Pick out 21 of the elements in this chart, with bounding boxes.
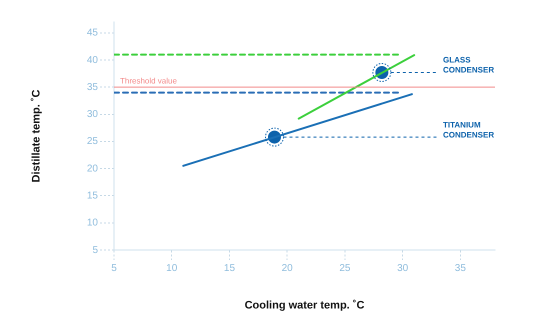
x-tick-label: 5 <box>111 262 118 274</box>
y-tick-label: 10 <box>86 218 98 229</box>
y-tick-label: 5 <box>92 244 98 256</box>
x-tick-label: 25 <box>339 262 351 274</box>
x-tick-label: 30 <box>397 262 409 274</box>
y-tick-label: 35 <box>86 82 98 93</box>
x-tick-label: 15 <box>224 262 236 274</box>
y-tick-label: 30 <box>86 109 98 120</box>
x-tick-label: 10 <box>166 262 178 274</box>
x-tick-label: 35 <box>454 262 466 274</box>
x-tick-label: 20 <box>282 262 294 274</box>
text: GLASS CONDENSER <box>443 56 494 75</box>
y-tick-label: 15 <box>86 190 98 202</box>
y-tick-label: 20 <box>86 163 98 174</box>
y-axis-title: Distillate temp. ˚C <box>30 89 43 182</box>
y-tick-label: 40 <box>86 54 98 66</box>
y-tick-label: 25 <box>86 136 98 148</box>
y-tick-label: 45 <box>86 28 98 39</box>
x-axis-title: Cooling water temp. ˚C <box>244 299 364 312</box>
ref-line-label: Threshold value <box>120 76 178 86</box>
text: TITANIUM CONDENSER <box>443 120 494 140</box>
